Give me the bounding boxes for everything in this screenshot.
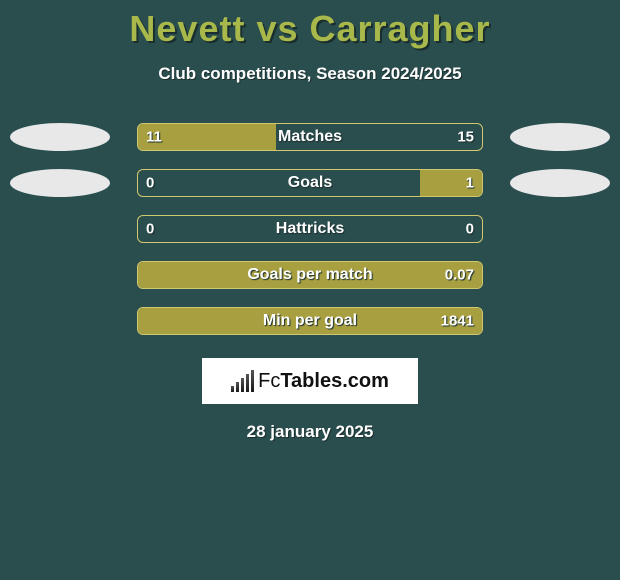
stat-row: 0 Goals 1 (0, 160, 620, 206)
stat-bar: 0 Hattricks 0 (137, 215, 483, 243)
stat-row: 0 Hattricks 0 (0, 206, 620, 252)
stat-row: 11 Matches 15 (0, 114, 620, 160)
logo-bar-segment (241, 378, 244, 392)
stat-bar: Min per goal 1841 (137, 307, 483, 335)
stat-value-right: 0.07 (445, 267, 474, 284)
stats-container: 11 Matches 15 0 Goals 1 0 Hattricks 0 Goals per m… (0, 114, 620, 344)
player-right-badge (510, 123, 610, 151)
stat-value-right: 1 (466, 175, 474, 192)
page-title: Nevett vs Carragher (0, 0, 620, 50)
stat-label: Min per goal (263, 312, 357, 330)
stat-value-right: 15 (457, 129, 474, 146)
stat-bar: 11 Matches 15 (137, 123, 483, 151)
stat-value-left: 0 (146, 175, 154, 192)
stat-row: Goals per match 0.07 (0, 252, 620, 298)
stat-value-left: 11 (146, 129, 162, 146)
logo-text: FcTables.com (258, 370, 389, 393)
stat-value-right: 0 (466, 221, 474, 238)
stat-label: Hattricks (276, 220, 344, 238)
stat-bar: 0 Goals 1 (137, 169, 483, 197)
stat-label: Matches (278, 128, 342, 146)
stat-label: Goals per match (247, 266, 372, 284)
fctables-logo[interactable]: FcTables.com (202, 358, 418, 404)
subtitle: Club competitions, Season 2024/2025 (0, 64, 620, 84)
date-text: 28 january 2025 (0, 422, 620, 442)
logo-bar-segment (236, 382, 239, 392)
stat-value-right: 1841 (441, 313, 474, 330)
player-left-badge (10, 123, 110, 151)
logo-bars-icon (231, 370, 254, 392)
logo-bar-segment (246, 374, 249, 392)
stat-value-left: 0 (146, 221, 154, 238)
player-right-badge (510, 169, 610, 197)
stat-label: Goals (288, 174, 332, 192)
logo-bar-segment (231, 386, 234, 392)
stat-bar: Goals per match 0.07 (137, 261, 483, 289)
stat-row: Min per goal 1841 (0, 298, 620, 344)
logo-bar-segment (251, 370, 254, 392)
player-left-badge (10, 169, 110, 197)
